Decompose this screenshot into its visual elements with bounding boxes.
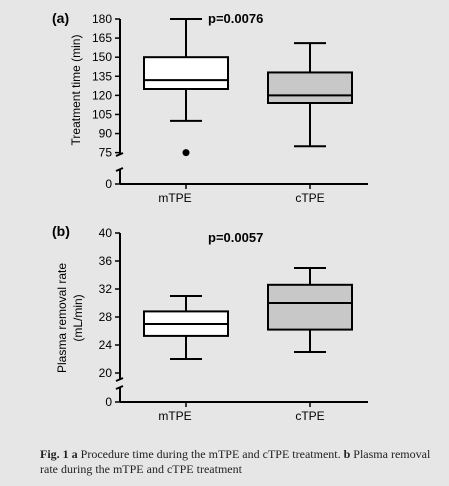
caption-part-a-letter: a xyxy=(71,447,78,461)
y-tick-label-zero: 0 xyxy=(105,177,112,191)
caption-part-b-text: Plasma removal rate during the mTPE and … xyxy=(40,447,431,476)
y-tick-label: 165 xyxy=(92,31,112,45)
panel-b-ylabel-line2: (mL/min) xyxy=(71,294,85,341)
panel-b-p-value: p=0.0057 xyxy=(208,230,263,245)
panel-b-ylabel-line1: Plasma removal rate xyxy=(55,263,69,373)
box-ctpe xyxy=(267,42,353,148)
y-tick-label: 180 xyxy=(92,12,112,26)
panel-a-xtick-mtpe: mTPE xyxy=(158,191,191,205)
box-iqr xyxy=(143,56,229,91)
panel-b-boxes xyxy=(143,267,353,360)
box-iqr xyxy=(267,283,353,331)
figure: (a) p=0.0076 Treatment time (min) 75 90 10… xyxy=(52,10,368,423)
figure-caption: Fig. 1 a Procedure time during the mTPE … xyxy=(40,447,440,477)
y-tick-label-zero: 0 xyxy=(105,395,112,409)
panel-a: (a) p=0.0076 Treatment time (min) 75 90 10… xyxy=(52,10,368,205)
panel-a-p-value: p=0.0076 xyxy=(208,11,263,26)
y-tick-label: 24 xyxy=(99,338,113,352)
axis-break-mark-upper xyxy=(115,152,124,157)
panel-b-label: (b) xyxy=(52,223,70,239)
caption-part-b-letter: b xyxy=(343,447,351,461)
axis-break-mark-lower xyxy=(115,385,124,390)
y-tick-label: 40 xyxy=(99,226,113,240)
panel-a-ylabel: Treatment time (min) xyxy=(69,35,83,146)
box-mtpe xyxy=(143,295,229,360)
panel-b-y-axis: 20 24 28 32 36 40 0 xyxy=(99,226,368,409)
axis-break-mark-lower xyxy=(115,167,124,172)
y-tick-label: 32 xyxy=(99,282,113,296)
y-tick-label: 36 xyxy=(99,254,113,268)
y-tick-label: 105 xyxy=(92,107,112,121)
box-ctpe xyxy=(267,267,353,353)
y-tick-label: 75 xyxy=(99,146,113,160)
panel-a-xtick-ctpe: cTPE xyxy=(295,191,324,205)
axis-break-mark-upper xyxy=(115,377,124,382)
panel-a-y-axis: 75 90 105 120 135 150 165 180 0 xyxy=(92,12,368,191)
caption-part-a-text: Procedure time during the mTPE and cTPE … xyxy=(80,447,341,461)
outlier-point xyxy=(182,149,190,157)
y-tick-label: 28 xyxy=(99,310,113,324)
panel-b-xtick-mtpe: mTPE xyxy=(158,409,191,423)
panel-b-xtick-ctpe: cTPE xyxy=(295,409,324,423)
y-tick-label: 150 xyxy=(92,50,112,64)
box-iqr xyxy=(267,71,353,104)
panel-b: (b) p=0.0057 Plasma removal rate (mL/min… xyxy=(52,223,368,423)
box-mtpe xyxy=(143,18,229,157)
y-tick-label: 135 xyxy=(92,69,112,83)
y-tick-label: 20 xyxy=(99,366,113,380)
caption-fig-label: Fig. 1 xyxy=(40,447,69,461)
y-tick-label: 90 xyxy=(99,127,113,141)
y-tick-label: 120 xyxy=(92,88,112,102)
panel-a-boxes xyxy=(143,18,353,157)
panel-a-label: (a) xyxy=(52,10,69,26)
